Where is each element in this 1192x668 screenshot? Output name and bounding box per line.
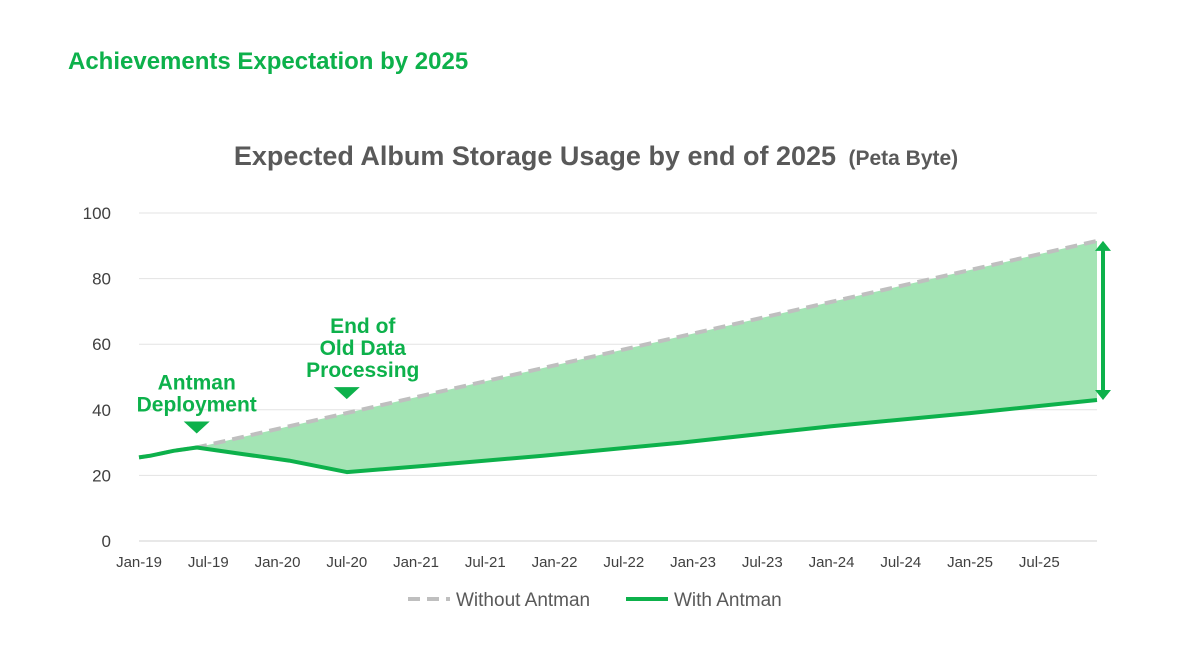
- x-tick-label: Jul-21: [465, 554, 506, 571]
- x-tick-label: Jul-24: [880, 554, 921, 571]
- chart-title: Expected Album Storage Usage by end of 2…: [234, 141, 958, 171]
- y-tick-label: 0: [102, 532, 111, 551]
- x-tick-label: Jan-23: [670, 554, 716, 571]
- y-tick-label: 40: [92, 401, 111, 420]
- x-tick-label: Jul-19: [188, 554, 229, 571]
- annotation-marker: [333, 387, 360, 400]
- y-axis: 0 20 40 60 80 100: [83, 204, 111, 551]
- annotation-label: Deployment: [137, 394, 257, 417]
- x-tick-label: Jul-23: [742, 554, 783, 571]
- savings-arrow-head-top: [1095, 240, 1111, 251]
- x-tick-label: Jul-22: [603, 554, 644, 571]
- with-antman-line: [138, 398, 1098, 475]
- x-tick-label: Jan-25: [947, 554, 993, 571]
- legend-label-without-antman: Without Antman: [456, 590, 590, 611]
- annotation-label: End of: [330, 315, 396, 338]
- x-tick-label: Jul-20: [326, 554, 367, 571]
- annotation-label: Antman: [158, 372, 236, 395]
- x-tick-label: Jan-24: [809, 554, 855, 571]
- legend: Without Antman With Antman: [408, 590, 782, 611]
- legend-label-with-antman: With Antman: [674, 590, 782, 611]
- x-tick-label: Jan-22: [532, 554, 578, 571]
- x-tick-label: Jan-21: [393, 554, 439, 571]
- annotation-label: Processing: [306, 359, 419, 382]
- x-tick-label: Jan-19: [116, 554, 162, 571]
- annotation-marker: [183, 421, 210, 434]
- savings-area: [196, 240, 1097, 473]
- y-tick-label: 100: [83, 204, 111, 223]
- series-lines: [138, 238, 1098, 475]
- x-tick-label: Jul-25: [1019, 554, 1060, 571]
- slide-title: Achievements Expectation by 2025: [68, 48, 469, 75]
- chart-title-unit: (Peta Byte): [848, 147, 958, 170]
- x-tick-label: Jan-20: [255, 554, 301, 571]
- savings-shaded-area: [196, 240, 1097, 473]
- savings-arrow-head-bottom: [1095, 389, 1111, 400]
- x-axis: Jan-19 Jul-19 Jan-20 Jul-20 Jan-21 Jul-21 Jan-…: [116, 554, 1060, 571]
- chart-title-main: Expected Album Storage Usage by end of 2…: [234, 141, 836, 171]
- y-tick-label: 20: [92, 466, 111, 485]
- annotation-label: Old Data: [320, 337, 407, 360]
- y-tick-label: 80: [92, 270, 111, 289]
- y-tick-label: 60: [92, 335, 111, 354]
